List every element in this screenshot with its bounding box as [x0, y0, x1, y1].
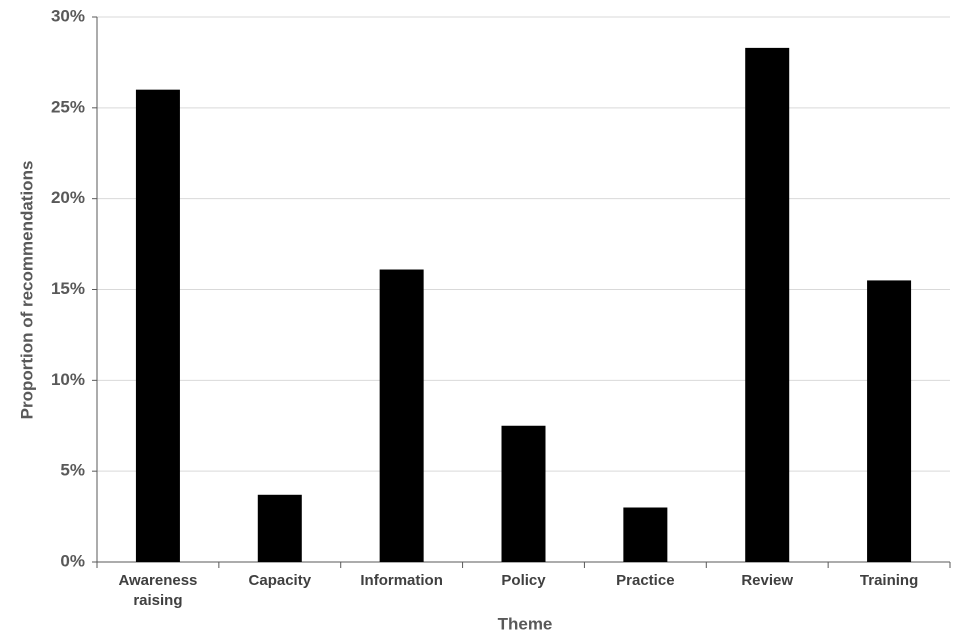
bar — [501, 425, 546, 562]
bar — [867, 280, 912, 562]
y-tick-label: 20% — [51, 188, 85, 207]
x-axis-title: Theme — [498, 614, 553, 633]
x-tick-label: Training — [859, 572, 919, 589]
y-axis-title: Proportion of recommendations — [17, 161, 36, 420]
x-tick-label: Information — [360, 572, 443, 589]
bar — [745, 47, 790, 562]
x-tick-label: Practice — [616, 572, 675, 589]
x-tick-label: Capacity — [248, 572, 312, 589]
y-tick-label: 5% — [60, 461, 85, 480]
y-tick-label: 25% — [51, 97, 85, 116]
bar — [623, 507, 668, 562]
y-tick-label: 10% — [51, 370, 85, 389]
x-tick-label: Review — [741, 572, 794, 589]
bar — [257, 494, 302, 562]
bar — [379, 269, 424, 562]
x-tick-label: Awareness raising — [118, 572, 198, 609]
y-tick-label: 0% — [60, 551, 85, 570]
x-tick-label: Policy — [501, 572, 546, 589]
y-tick-label: 30% — [51, 6, 85, 25]
y-tick-label: 15% — [51, 279, 85, 298]
bar — [135, 89, 180, 563]
